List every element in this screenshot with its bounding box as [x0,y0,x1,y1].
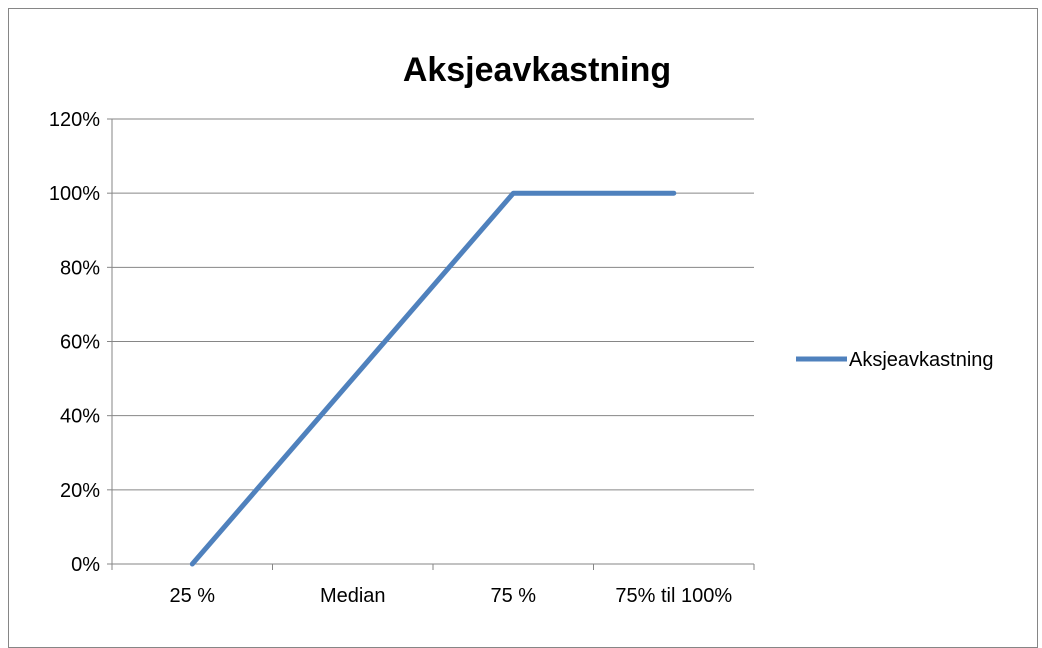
legend-label: Aksjeavkastning [849,349,994,371]
legend: Aksjeavkastning [796,349,994,371]
y-tick-label: 20% [60,480,100,502]
chart-area: Aksjeavkastning 0% 20% 40% 60% 80% 100% 120% 2… [8,8,1038,648]
chart-title: Aksjeavkastning [403,51,671,89]
y-tick-label: 120% [49,109,100,131]
y-tick-label: 80% [60,257,100,279]
y-tick-label: 0% [71,554,100,576]
x-tick-label: 75 % [490,585,536,607]
y-tick-label: 60% [60,332,100,354]
x-axis-tick-labels: 25 % Median 75 % 75% til 100% [169,585,732,607]
x-tick-label: 25 % [169,585,215,607]
x-tick-label: Median [320,585,386,607]
line-chart: Aksjeavkastning 0% 20% 40% 60% 80% 100% 120% 2… [49,51,994,607]
y-tick-label: 40% [60,406,100,428]
axes [107,118,755,570]
series-lines [189,190,677,567]
gridlines [112,118,754,491]
series-line [189,190,677,567]
y-tick-label: 100% [49,183,100,205]
x-tick-label: 75% til 100% [615,585,732,607]
y-axis-tick-labels: 0% 20% 40% 60% 80% 100% 120% [49,109,100,576]
